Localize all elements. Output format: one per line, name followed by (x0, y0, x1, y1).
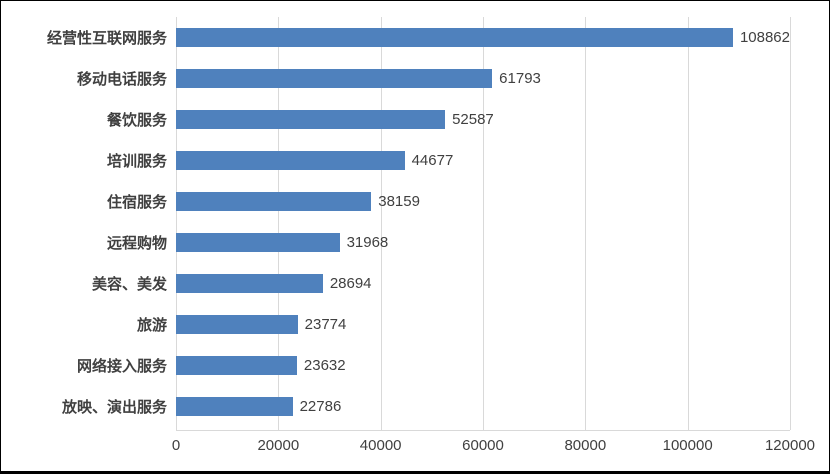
value-label: 52587 (452, 111, 494, 128)
x-tick-label: 100000 (662, 437, 713, 454)
bar (176, 356, 297, 375)
x-tick-label: 120000 (764, 437, 816, 454)
gridline (278, 17, 280, 430)
value-label: 22786 (299, 398, 342, 415)
chart-row: 经营性互联网服务 108862 (1, 17, 829, 58)
gridline (483, 17, 484, 430)
category-label: 远程购物 (106, 235, 167, 252)
category-label: 网络接入服务 (76, 358, 167, 375)
value-label: 23632 (303, 357, 346, 374)
value-label: 61793 (499, 70, 541, 87)
bar-zone: 31968 (176, 222, 790, 263)
bar (176, 315, 298, 334)
gridline (176, 17, 177, 430)
chart-row: 美容、美发 28694 (1, 263, 829, 304)
category-label: 餐饮服务 (106, 112, 167, 129)
bar-zone: 44677 (176, 140, 790, 181)
bar (176, 69, 493, 88)
chart-row: 移动电话服务 61793 (1, 58, 829, 99)
x-tick-label: 0 (171, 437, 181, 454)
chart-row: 培训服务 44677 (1, 140, 829, 181)
value-label: 108862 (739, 29, 790, 46)
bar (176, 110, 446, 129)
category-label: 放映、演出服务 (61, 399, 167, 416)
bar-zone: 23774 (176, 304, 790, 345)
chart-row: 旅游 23774 (1, 304, 829, 345)
bar-zone: 28694 (176, 263, 790, 304)
bar (176, 274, 323, 293)
chart-row: 餐饮服务 52587 (1, 99, 829, 140)
chart-row: 放映、演出服务 22786 (1, 386, 829, 427)
chart-row: 远程购物 31968 (1, 222, 829, 263)
bar (176, 151, 405, 170)
x-tick-label: 80000 (564, 437, 607, 454)
x-tick-label: 60000 (462, 437, 504, 454)
gridline (380, 17, 382, 430)
category-label: 美容、美发 (91, 276, 167, 293)
category-label: 住宿服务 (106, 194, 167, 211)
bar-zone: 22786 (176, 386, 790, 427)
gridline (790, 17, 791, 430)
category-label: 培训服务 (106, 153, 167, 170)
gridline (585, 17, 587, 430)
category-label: 移动电话服务 (76, 71, 167, 88)
bar-zone: 61793 (176, 58, 790, 99)
value-label: 31968 (346, 234, 389, 251)
chart-rows: 经营性互联网服务 108862 移动电话服务 61793 餐饮服务 52587 培训服务 44… (1, 17, 829, 427)
bar (176, 192, 372, 211)
bar (176, 233, 340, 252)
value-label: 23774 (304, 316, 347, 333)
x-axis: 0 20000 40000 60000 80000 100000 120000 (172, 437, 815, 457)
value-label: 44677 (411, 152, 454, 169)
gridlines (176, 17, 791, 431)
bar-zone: 38159 (176, 181, 790, 222)
category-label: 经营性互联网服务 (46, 30, 167, 47)
chart-row: 网络接入服务 23632 (1, 345, 829, 386)
bar-zone: 52587 (176, 99, 790, 140)
value-label: 38159 (378, 193, 420, 210)
bar-zone: 108862 (176, 17, 790, 58)
bar (176, 28, 733, 47)
category-label: 旅游 (136, 317, 167, 334)
bar-zone: 23632 (176, 345, 790, 386)
x-tick-label: 40000 (359, 437, 402, 454)
chart-row: 住宿服务 38159 (1, 181, 829, 222)
x-tick-label: 20000 (257, 437, 300, 454)
gridline (687, 17, 689, 430)
bar (176, 397, 293, 416)
value-label: 28694 (329, 275, 372, 292)
